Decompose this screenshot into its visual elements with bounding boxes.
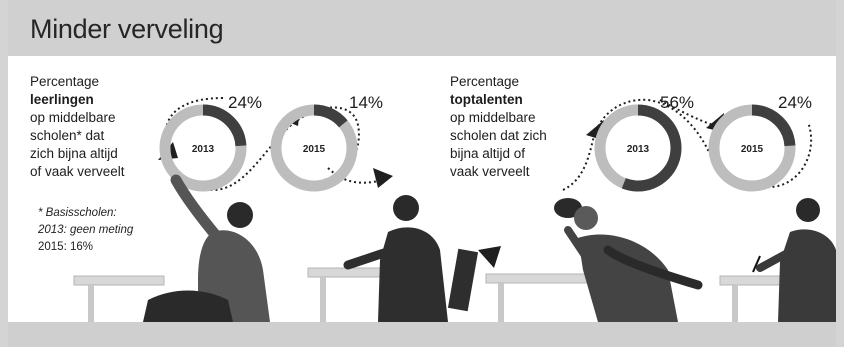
right-2015-percent: 24% <box>778 93 813 112</box>
right-2013-percent: 56% <box>660 93 695 112</box>
left-desc-line5: zich bijna altijd <box>30 146 118 161</box>
student-figure-3 <box>554 198 703 322</box>
page-title: Minder verveling <box>30 14 224 44</box>
left-desc-line3: op middelbare <box>30 110 116 125</box>
left-2013-year-label: 2013 <box>192 144 215 155</box>
infographic: Minder verveling 2013 2015 2013 2015 <box>8 0 836 347</box>
left-2015-year-label: 2015 <box>303 144 326 155</box>
ring-chart-group: 2013 2015 2013 2015 <box>159 104 796 192</box>
right-desc-subject: toptalenten <box>450 92 523 107</box>
right-desc-line3: op middelbare <box>450 110 536 125</box>
right-2015-ring-segment <box>708 104 796 192</box>
left-description: Percentage leerlingen op middelbare scho… <box>30 73 180 181</box>
footnote: * Basisscholen: 2013: geen meting 2015: … <box>38 205 133 256</box>
left-2013-percent: 24% <box>228 93 263 112</box>
header-bar: Minder verveling <box>8 0 836 56</box>
right-upper-dotted <box>659 99 714 126</box>
left-desc-line4: scholen* dat <box>30 128 105 143</box>
student-figure-4 <box>752 198 836 322</box>
arrowhead-right-desk <box>478 246 501 268</box>
right-2015-year-label: 2015 <box>741 144 764 155</box>
left-2015-ring-segment <box>270 104 358 192</box>
left-desc-subject: leerlingen <box>30 92 94 107</box>
footer-band <box>8 322 836 347</box>
footnote-title: * Basisscholen: <box>38 207 117 219</box>
left-2015-percent: 14% <box>349 93 384 112</box>
left-2013-ring-segment <box>159 104 247 192</box>
footnote-line1: 2013: geen meting <box>38 224 134 236</box>
student-figure-1 <box>143 174 270 322</box>
left-desc-line1: Percentage <box>30 74 100 89</box>
desk-1 <box>73 275 165 286</box>
desk-1-leg <box>88 285 94 322</box>
right-2013-year-label: 2013 <box>627 144 650 155</box>
arrowhead-left-exit <box>373 168 393 188</box>
right-dotted-connector <box>562 98 813 191</box>
right-description: Percentage toptalenten op middelbare sch… <box>450 73 600 181</box>
desk-2-leg <box>320 277 326 322</box>
left-desc-line6: of vaak verveelt <box>30 164 125 179</box>
desk-3-leg <box>498 283 504 322</box>
illustration: 2013 2015 2013 2015 <box>73 97 836 322</box>
right-desc-line6: vaak verveelt <box>450 164 530 179</box>
student-figure-2 <box>343 195 479 322</box>
footnote-line2: 2015: 16% <box>38 241 93 253</box>
right-desc-line5: bijna altijd of <box>450 146 526 161</box>
right-desc-line1: Percentage <box>450 74 520 89</box>
desk-4-leg <box>732 285 738 322</box>
right-2013-ring-segment <box>594 104 682 192</box>
right-desc-line4: scholen dat zich <box>450 128 547 143</box>
